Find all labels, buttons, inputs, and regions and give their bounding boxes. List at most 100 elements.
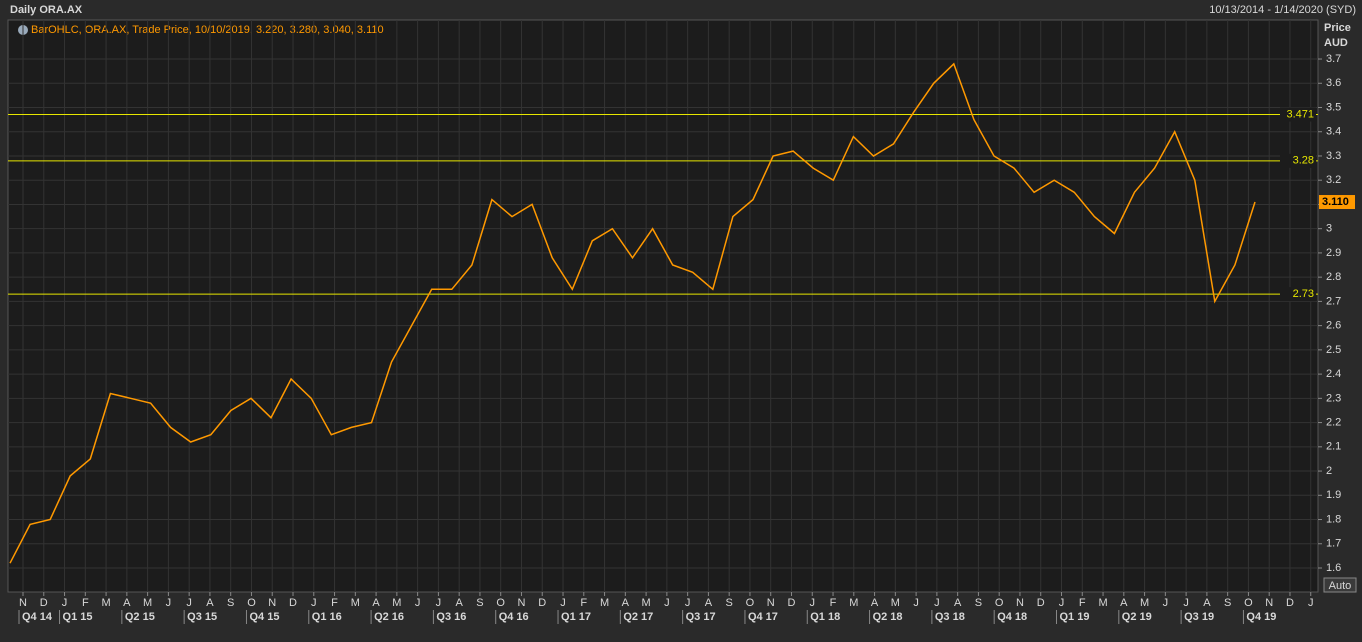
plot-area — [7, 19, 1319, 593]
y-tick-label: 2.6 — [1326, 320, 1341, 332]
chart-title: Daily ORA.AX — [10, 4, 83, 16]
x-quarter-label: Q4 16 — [499, 611, 529, 623]
y-tick-label: 2 — [1326, 465, 1332, 477]
x-quarter-label: Q2 16 — [374, 611, 404, 623]
x-month-label: A — [123, 597, 131, 609]
x-quarter-label: Q1 15 — [63, 611, 93, 623]
x-month-label: J — [1059, 597, 1065, 609]
x-month-label: A — [871, 597, 879, 609]
y-tick-label: 3.3 — [1326, 150, 1341, 162]
y-axis-label: Price — [1324, 22, 1351, 34]
y-tick-label: 3 — [1326, 223, 1332, 235]
x-month-label: J — [436, 597, 442, 609]
x-month-label: S — [476, 597, 483, 609]
y-tick-label: 3.6 — [1326, 77, 1341, 89]
x-month-label: F — [331, 597, 338, 609]
x-quarter-label: Q1 19 — [1060, 611, 1090, 623]
x-month-label: M — [392, 597, 401, 609]
y-tick-label: 3.4 — [1326, 126, 1341, 138]
x-month-label: N — [19, 597, 27, 609]
x-quarter-label: Q3 15 — [187, 611, 217, 623]
y-tick-label: 2.9 — [1326, 247, 1341, 259]
auto-button[interactable] — [1323, 577, 1357, 593]
x-month-label: D — [538, 597, 546, 609]
y-tick-label: 2.8 — [1326, 271, 1341, 283]
y-tick-label: 2.2 — [1326, 416, 1341, 428]
x-quarter-label: Q4 18 — [997, 611, 1027, 623]
x-quarter-label: Q2 19 — [1122, 611, 1152, 623]
y-tick-label: 2.1 — [1326, 441, 1341, 453]
x-month-label: J — [166, 597, 172, 609]
x-month-label: A — [954, 597, 962, 609]
x-quarter-label: Q4 19 — [1246, 611, 1276, 623]
x-month-label: O — [746, 597, 755, 609]
x-month-label: N — [1265, 597, 1273, 609]
x-month-label: N — [767, 597, 775, 609]
x-month-label: A — [455, 597, 463, 609]
x-month-label: O — [1244, 597, 1253, 609]
last-price-box — [1319, 195, 1355, 210]
x-month-label: N — [268, 597, 276, 609]
x-month-label: D — [40, 597, 48, 609]
x-month-label: S — [1224, 597, 1231, 609]
x-quarter-label: Q2 17 — [623, 611, 653, 623]
x-month-label: J — [934, 597, 940, 609]
x-quarter-label: Q1 18 — [810, 611, 840, 623]
level-label-bg — [1280, 153, 1316, 168]
x-quarter-label: Q3 16 — [436, 611, 466, 623]
x-quarter-label: Q2 18 — [873, 611, 903, 623]
x-month-label: F — [830, 597, 837, 609]
x-month-label: J — [415, 597, 421, 609]
x-month-label: M — [642, 597, 651, 609]
x-month-label: M — [1098, 597, 1107, 609]
level-label: 3.28 — [1293, 155, 1314, 167]
x-quarter-label: Q3 19 — [1184, 611, 1214, 623]
y-axis-unit: AUD — [1324, 37, 1348, 49]
x-month-label: M — [143, 597, 152, 609]
auto-button-label[interactable]: Auto — [1329, 580, 1352, 592]
y-tick-label: 2.5 — [1326, 344, 1341, 356]
date-range: 10/13/2014 - 1/14/2020 (SYD) — [1209, 4, 1356, 16]
x-month-label: M — [849, 597, 858, 609]
x-month-label: F — [82, 597, 89, 609]
x-month-label: A — [372, 597, 380, 609]
x-quarter-label: Q2 15 — [125, 611, 155, 623]
x-month-label: M — [1140, 597, 1149, 609]
x-month-label: O — [995, 597, 1004, 609]
last-price-label: 3.110 — [1322, 196, 1349, 208]
level-label-bg — [1280, 107, 1316, 122]
x-month-label: D — [1286, 597, 1294, 609]
x-month-label: M — [600, 597, 609, 609]
x-month-label: D — [788, 597, 796, 609]
y-tick-label: 1.8 — [1326, 513, 1341, 525]
y-tick-label: 2.7 — [1326, 295, 1341, 307]
x-month-label: M — [101, 597, 110, 609]
x-quarter-label: Q4 15 — [249, 611, 279, 623]
level-label-bg — [1280, 287, 1316, 302]
x-month-label: A — [705, 597, 713, 609]
y-tick-label: 2.4 — [1326, 368, 1341, 380]
y-tick-label: 1.9 — [1326, 489, 1341, 501]
x-month-label: S — [227, 597, 234, 609]
x-month-label: J — [685, 597, 691, 609]
x-quarter-label: Q4 17 — [748, 611, 778, 623]
x-month-label: N — [1016, 597, 1024, 609]
y-tick-label: 3.5 — [1326, 101, 1341, 113]
x-quarter-label: Q1 16 — [312, 611, 342, 623]
x-month-label: O — [247, 597, 256, 609]
x-month-label: N — [518, 597, 526, 609]
x-month-label: J — [1308, 597, 1314, 609]
y-tick-label: 3.2 — [1326, 174, 1341, 186]
x-month-label: J — [1163, 597, 1169, 609]
x-month-label: J — [311, 597, 317, 609]
legend: BarOHLC, ORA.AX, Trade Price, 10/10/2019… — [31, 24, 384, 36]
price-line — [9, 62, 1256, 564]
x-month-label: A — [206, 597, 214, 609]
x-quarter-label: Q4 14 — [22, 611, 53, 623]
y-tick-label: 1.6 — [1326, 562, 1341, 574]
x-month-label: M — [351, 597, 360, 609]
x-month-label: J — [186, 597, 192, 609]
y-tick-label: 2.3 — [1326, 392, 1341, 404]
x-month-label: J — [913, 597, 919, 609]
